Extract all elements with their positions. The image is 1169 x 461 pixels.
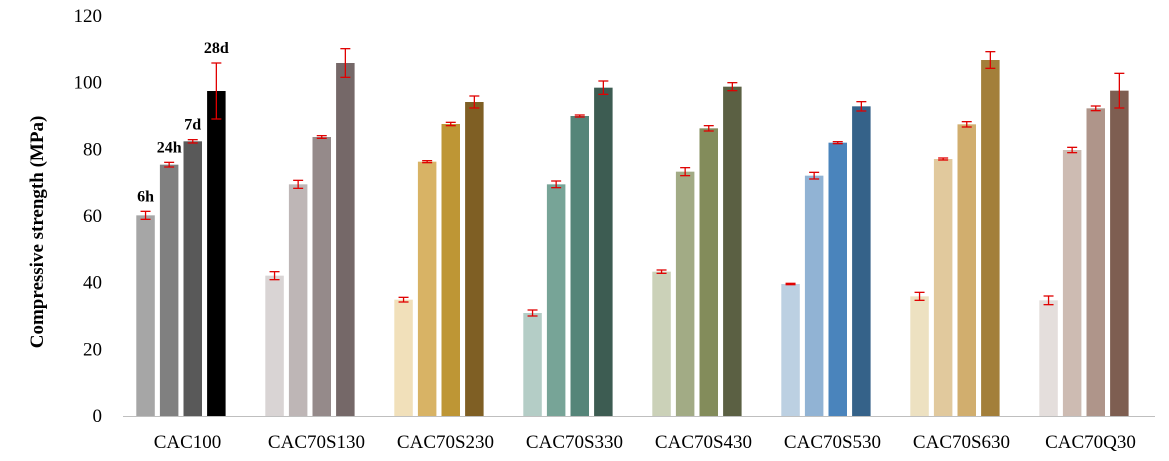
bar-CAC70Q30-24h — [1062, 150, 1082, 416]
bar-CAC70S630-24h — [933, 159, 953, 416]
bar-CAC70S230-28d — [465, 102, 484, 416]
y-axis-title: Compressive strength (MPa) — [27, 116, 48, 349]
bar-CAC70S630-28d — [981, 60, 1000, 416]
bar-CAC70S230-7d — [441, 124, 460, 416]
bar-CAC70Q30-6h — [1039, 300, 1058, 416]
bar-CAC70S530-24h — [804, 175, 824, 416]
bar-CAC100-28d — [207, 91, 226, 416]
bar-CAC70S330-7d — [570, 116, 589, 416]
bar-CAC70S430-24h — [675, 171, 695, 416]
x-tick-label: CAC70S230 — [397, 432, 494, 453]
bar-CAC100-24h — [159, 164, 179, 416]
bar-CAC70S130-28d — [336, 63, 355, 416]
bar-CAC70Q30-28d — [1110, 90, 1129, 417]
bar-CAC70S430-28d — [723, 86, 742, 417]
x-axis: CAC100 CAC70S130 CAC70S230 CAC70S330 CAC70S4… — [123, 416, 1155, 453]
y-axis: 0 20 40 60 80 100 120 — [74, 6, 103, 427]
bar-label-6h: 6h — [137, 188, 154, 205]
bar-CAC70S130-6h — [265, 275, 284, 416]
bar-CAC70S430-6h — [652, 271, 671, 416]
bar-CAC70S630-6h — [910, 296, 929, 416]
x-tick-label: CAC100 — [154, 432, 222, 453]
bar-CAC70S130-24h — [288, 184, 308, 416]
y-tick-label: 120 — [74, 6, 103, 27]
bar-CAC70S130-7d — [312, 137, 331, 416]
bar-CAC70S530-7d — [828, 142, 847, 416]
bar-CAC70S630-7d — [957, 124, 976, 416]
bar-CAC70S230-24h — [417, 161, 437, 416]
bar-CAC100-7d — [183, 141, 202, 417]
bar-CAC70S230-6h — [394, 299, 413, 416]
bar-CAC70S330-24h — [546, 184, 566, 416]
bars — [136, 60, 1129, 417]
y-tick-label: 40 — [83, 273, 102, 294]
bar-label-28d: 28d — [204, 40, 229, 57]
y-tick-label: 0 — [93, 406, 103, 427]
bar-CAC70S430-7d — [699, 128, 718, 417]
y-tick-label: 60 — [83, 206, 102, 227]
x-tick-label: CAC70Q30 — [1045, 432, 1136, 453]
bar-CAC70S330-6h — [523, 313, 542, 416]
bar-CAC100-6h — [136, 215, 155, 416]
x-tick-label: CAC70S330 — [526, 432, 623, 453]
y-tick-label: 80 — [83, 139, 102, 160]
bar-label-7d: 7d — [184, 117, 201, 134]
bar-CAC70S530-6h — [781, 284, 800, 416]
x-tick-label: CAC70S430 — [655, 432, 752, 453]
bar-CAC70S330-28d — [594, 87, 613, 417]
x-tick-label: CAC70S130 — [268, 432, 365, 453]
bar-CAC70S530-28d — [852, 106, 871, 416]
y-tick-label: 100 — [74, 73, 103, 94]
bar-label-24h: 24h — [157, 139, 182, 156]
y-tick-label: 20 — [83, 339, 102, 360]
x-tick-label: CAC70S630 — [913, 432, 1010, 453]
error-bars — [140, 48, 1125, 317]
bar-CAC70Q30-7d — [1086, 108, 1105, 416]
x-tick-label: CAC70S530 — [784, 432, 881, 453]
